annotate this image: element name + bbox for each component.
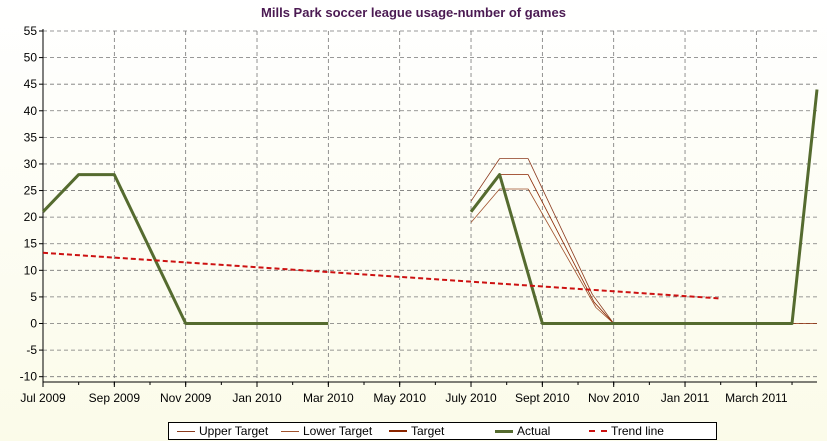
y-tick-label: -10 xyxy=(20,370,38,384)
x-tick-label: May 2010 xyxy=(373,391,426,405)
chart-title: Mills Park soccer league usage-number of… xyxy=(261,5,566,20)
y-tick-label: 40 xyxy=(24,104,38,118)
legend-label-upper-target: Upper Target xyxy=(199,424,269,438)
legend-item-lower-target: Lower Target xyxy=(281,424,372,438)
x-tick-label: Jan 2011 xyxy=(661,391,710,405)
x-tick-label: Mar 2010 xyxy=(303,391,354,405)
y-tick-label: 20 xyxy=(24,210,38,224)
x-tick-label: Sep 2009 xyxy=(89,391,141,405)
legend-swatch-lower-target xyxy=(281,430,299,432)
series-line-actual xyxy=(469,89,819,325)
legend-item-trend-line: Trend line xyxy=(589,424,664,438)
legend-label-lower-target: Lower Target xyxy=(303,424,373,438)
y-tick-label: 55 xyxy=(24,24,38,38)
y-tick-label: 15 xyxy=(24,237,38,251)
legend-label-trend-line: Trend line xyxy=(611,424,664,438)
x-tick-label: Jul 2009 xyxy=(20,391,66,405)
y-tick-label: 25 xyxy=(24,184,38,198)
y-tick-label: 10 xyxy=(24,263,38,277)
y-tick-label: 5 xyxy=(30,290,37,304)
y-tick-label: 50 xyxy=(24,51,38,65)
y-tick-label: 45 xyxy=(24,77,38,91)
legend-swatch-actual xyxy=(495,429,513,433)
y-tick-label: -5 xyxy=(26,343,37,357)
legend-label-target: Target xyxy=(411,424,445,438)
series-line-lower-target xyxy=(470,188,614,324)
x-tick-label: Nov 2010 xyxy=(588,391,640,405)
legend: Upper Target Lower Target Target Actual … xyxy=(168,422,717,440)
legend-swatch-target xyxy=(389,430,407,432)
x-tick-label: Sept 2010 xyxy=(515,391,570,405)
legend-item-upper-target: Upper Target xyxy=(177,424,268,438)
series-line-target xyxy=(470,174,817,324)
x-tick-label: July 2010 xyxy=(445,391,497,405)
x-tick-label: March 2011 xyxy=(725,391,788,405)
x-tick-label: Nov 2009 xyxy=(160,391,212,405)
legend-swatch-trend-line xyxy=(589,430,607,432)
y-tick-label: 0 xyxy=(30,317,37,331)
legend-label-actual: Actual xyxy=(517,424,551,438)
legend-item-target: Target xyxy=(389,424,444,438)
series-line-trend-line xyxy=(42,251,721,300)
x-tick-label: Jan 2010 xyxy=(232,391,282,405)
y-tick-label: 35 xyxy=(24,130,38,144)
series-line-actual xyxy=(41,173,329,325)
legend-item-actual: Actual xyxy=(495,424,550,438)
series-line-upper-target xyxy=(470,158,615,324)
legend-swatch-upper-target xyxy=(177,430,195,432)
y-tick-label: 30 xyxy=(24,157,38,171)
